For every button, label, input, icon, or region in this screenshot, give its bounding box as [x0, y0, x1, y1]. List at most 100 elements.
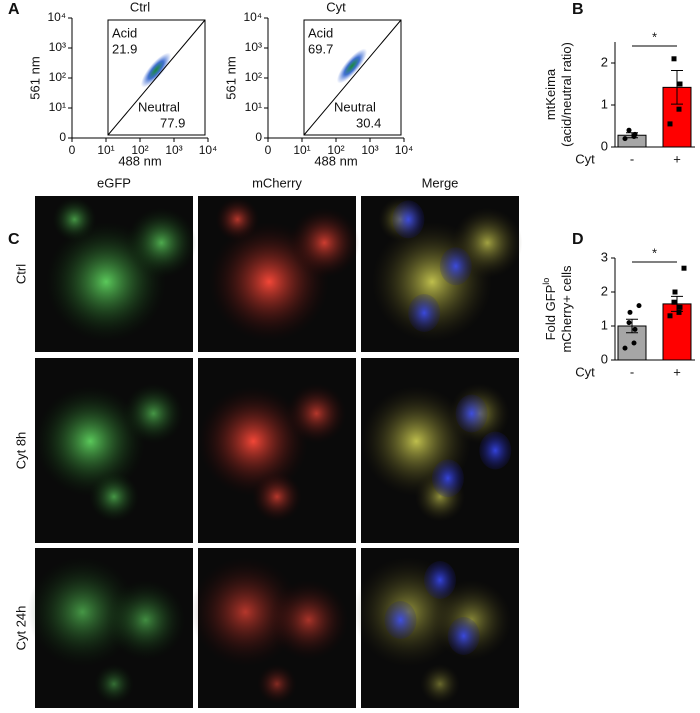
bar [662, 86, 692, 148]
x-tick-label: 10³ [361, 143, 378, 157]
data-point [667, 313, 673, 319]
y-tick-label: 2 [601, 283, 608, 298]
data-point [671, 56, 677, 62]
axes [267, 18, 404, 139]
y-axis-label-text: mCherry+ cells [559, 265, 574, 353]
data-point [677, 304, 683, 310]
x-tick-label: 10² [327, 143, 344, 157]
micrograph [27, 548, 193, 708]
y-tick-label: 10¹ [245, 100, 262, 114]
micrograph [361, 358, 519, 543]
x-tick-label: 0 [69, 143, 76, 157]
axes [71, 18, 208, 139]
data-point [671, 299, 677, 305]
y-tick-label: 10⁴ [243, 10, 262, 24]
x-tick-label: - [630, 151, 634, 166]
nucleus [384, 601, 417, 639]
data-point [627, 309, 633, 315]
micrograph [190, 548, 356, 708]
cell-signal [126, 207, 197, 278]
data-point [632, 131, 638, 137]
gate-divider [107, 19, 206, 136]
cell-signal [268, 580, 349, 660]
nucleus [424, 561, 456, 599]
data-point [626, 127, 632, 133]
y-tick-label: 10² [245, 70, 262, 84]
y-axis-label: mtKeima [543, 68, 558, 120]
y-tick-label: 0 [255, 130, 262, 144]
chart-title: Cyt [326, 0, 346, 14]
x-tick-label: + [673, 151, 681, 166]
x-tick-label: - [630, 364, 634, 379]
micrograph [361, 196, 523, 352]
cell-signal [257, 664, 297, 704]
cell-signal [289, 207, 360, 278]
data-point [622, 136, 628, 142]
x-axis-label: 488 nm [118, 153, 161, 168]
data-point [681, 265, 687, 271]
nucleus [447, 617, 480, 655]
x-axis-label: Cyt [575, 364, 595, 379]
data-point [631, 340, 637, 346]
data-point [672, 289, 678, 295]
axes [614, 258, 695, 361]
micrograph [198, 358, 356, 543]
y-tick-label: 10³ [49, 40, 66, 54]
panel-letter: B [572, 1, 584, 18]
x-tick-label: 10² [131, 143, 148, 157]
x-tick-label: 10¹ [293, 143, 310, 157]
nucleus [431, 459, 464, 498]
cell-signal [123, 383, 184, 444]
gate [107, 19, 206, 136]
micrograph [35, 196, 197, 352]
gate-name: Neutral [334, 99, 376, 114]
nucleus [408, 294, 441, 332]
significance: * [652, 245, 657, 260]
y-axis-label: mCherry+ cells [559, 265, 574, 353]
gate-divider [303, 19, 402, 136]
x-tick-label: 10¹ [97, 143, 114, 157]
gate [303, 19, 402, 136]
gate-name: Acid [308, 25, 333, 40]
y-tick-label: 10¹ [49, 100, 66, 114]
y-axis-label-text: (acid/neutral ratio) [559, 42, 574, 147]
y-axis-label: 561 nm [27, 56, 42, 99]
y-axis-label: 561 nm [223, 56, 238, 99]
panel-letter: A [8, 1, 20, 18]
y-axis-label: (acid/neutral ratio) [559, 42, 574, 147]
cell-signal [35, 386, 146, 497]
data-point [636, 303, 642, 309]
cell-signal [27, 557, 138, 667]
y-tick-label: 0 [601, 351, 608, 366]
gate-value: 77.9 [160, 115, 185, 130]
significance: * [652, 29, 657, 44]
cell-signal [286, 383, 347, 444]
y-axis-label-text: Fold GFP [543, 285, 558, 341]
data-point [676, 106, 682, 112]
cell-signal [420, 664, 460, 704]
gate-name: Acid [112, 25, 137, 40]
y-tick-label: 0 [59, 130, 66, 144]
data-point [677, 81, 683, 87]
cell-cloud [140, 52, 172, 88]
nucleus [392, 200, 425, 239]
nucleus [455, 394, 488, 433]
error-bar [626, 318, 638, 334]
gate-value: 69.7 [308, 41, 333, 56]
error-bar [671, 70, 683, 105]
data-point [676, 309, 682, 315]
panel-letter: D [572, 231, 584, 248]
y-axis-label-text: mtKeima [543, 68, 558, 120]
micrograph [35, 358, 193, 543]
y-tick-label: 10³ [245, 40, 262, 54]
chart-title: Ctrl [130, 0, 150, 14]
row-label: Ctrl [13, 264, 28, 284]
x-axis-label: 488 nm [314, 153, 357, 168]
row-label: Cyt 24h [13, 606, 28, 651]
column-label: Merge [422, 175, 459, 190]
y-axis-label: Fold GFPlo [541, 278, 558, 341]
data-point [632, 326, 638, 332]
micrograph [353, 548, 519, 708]
